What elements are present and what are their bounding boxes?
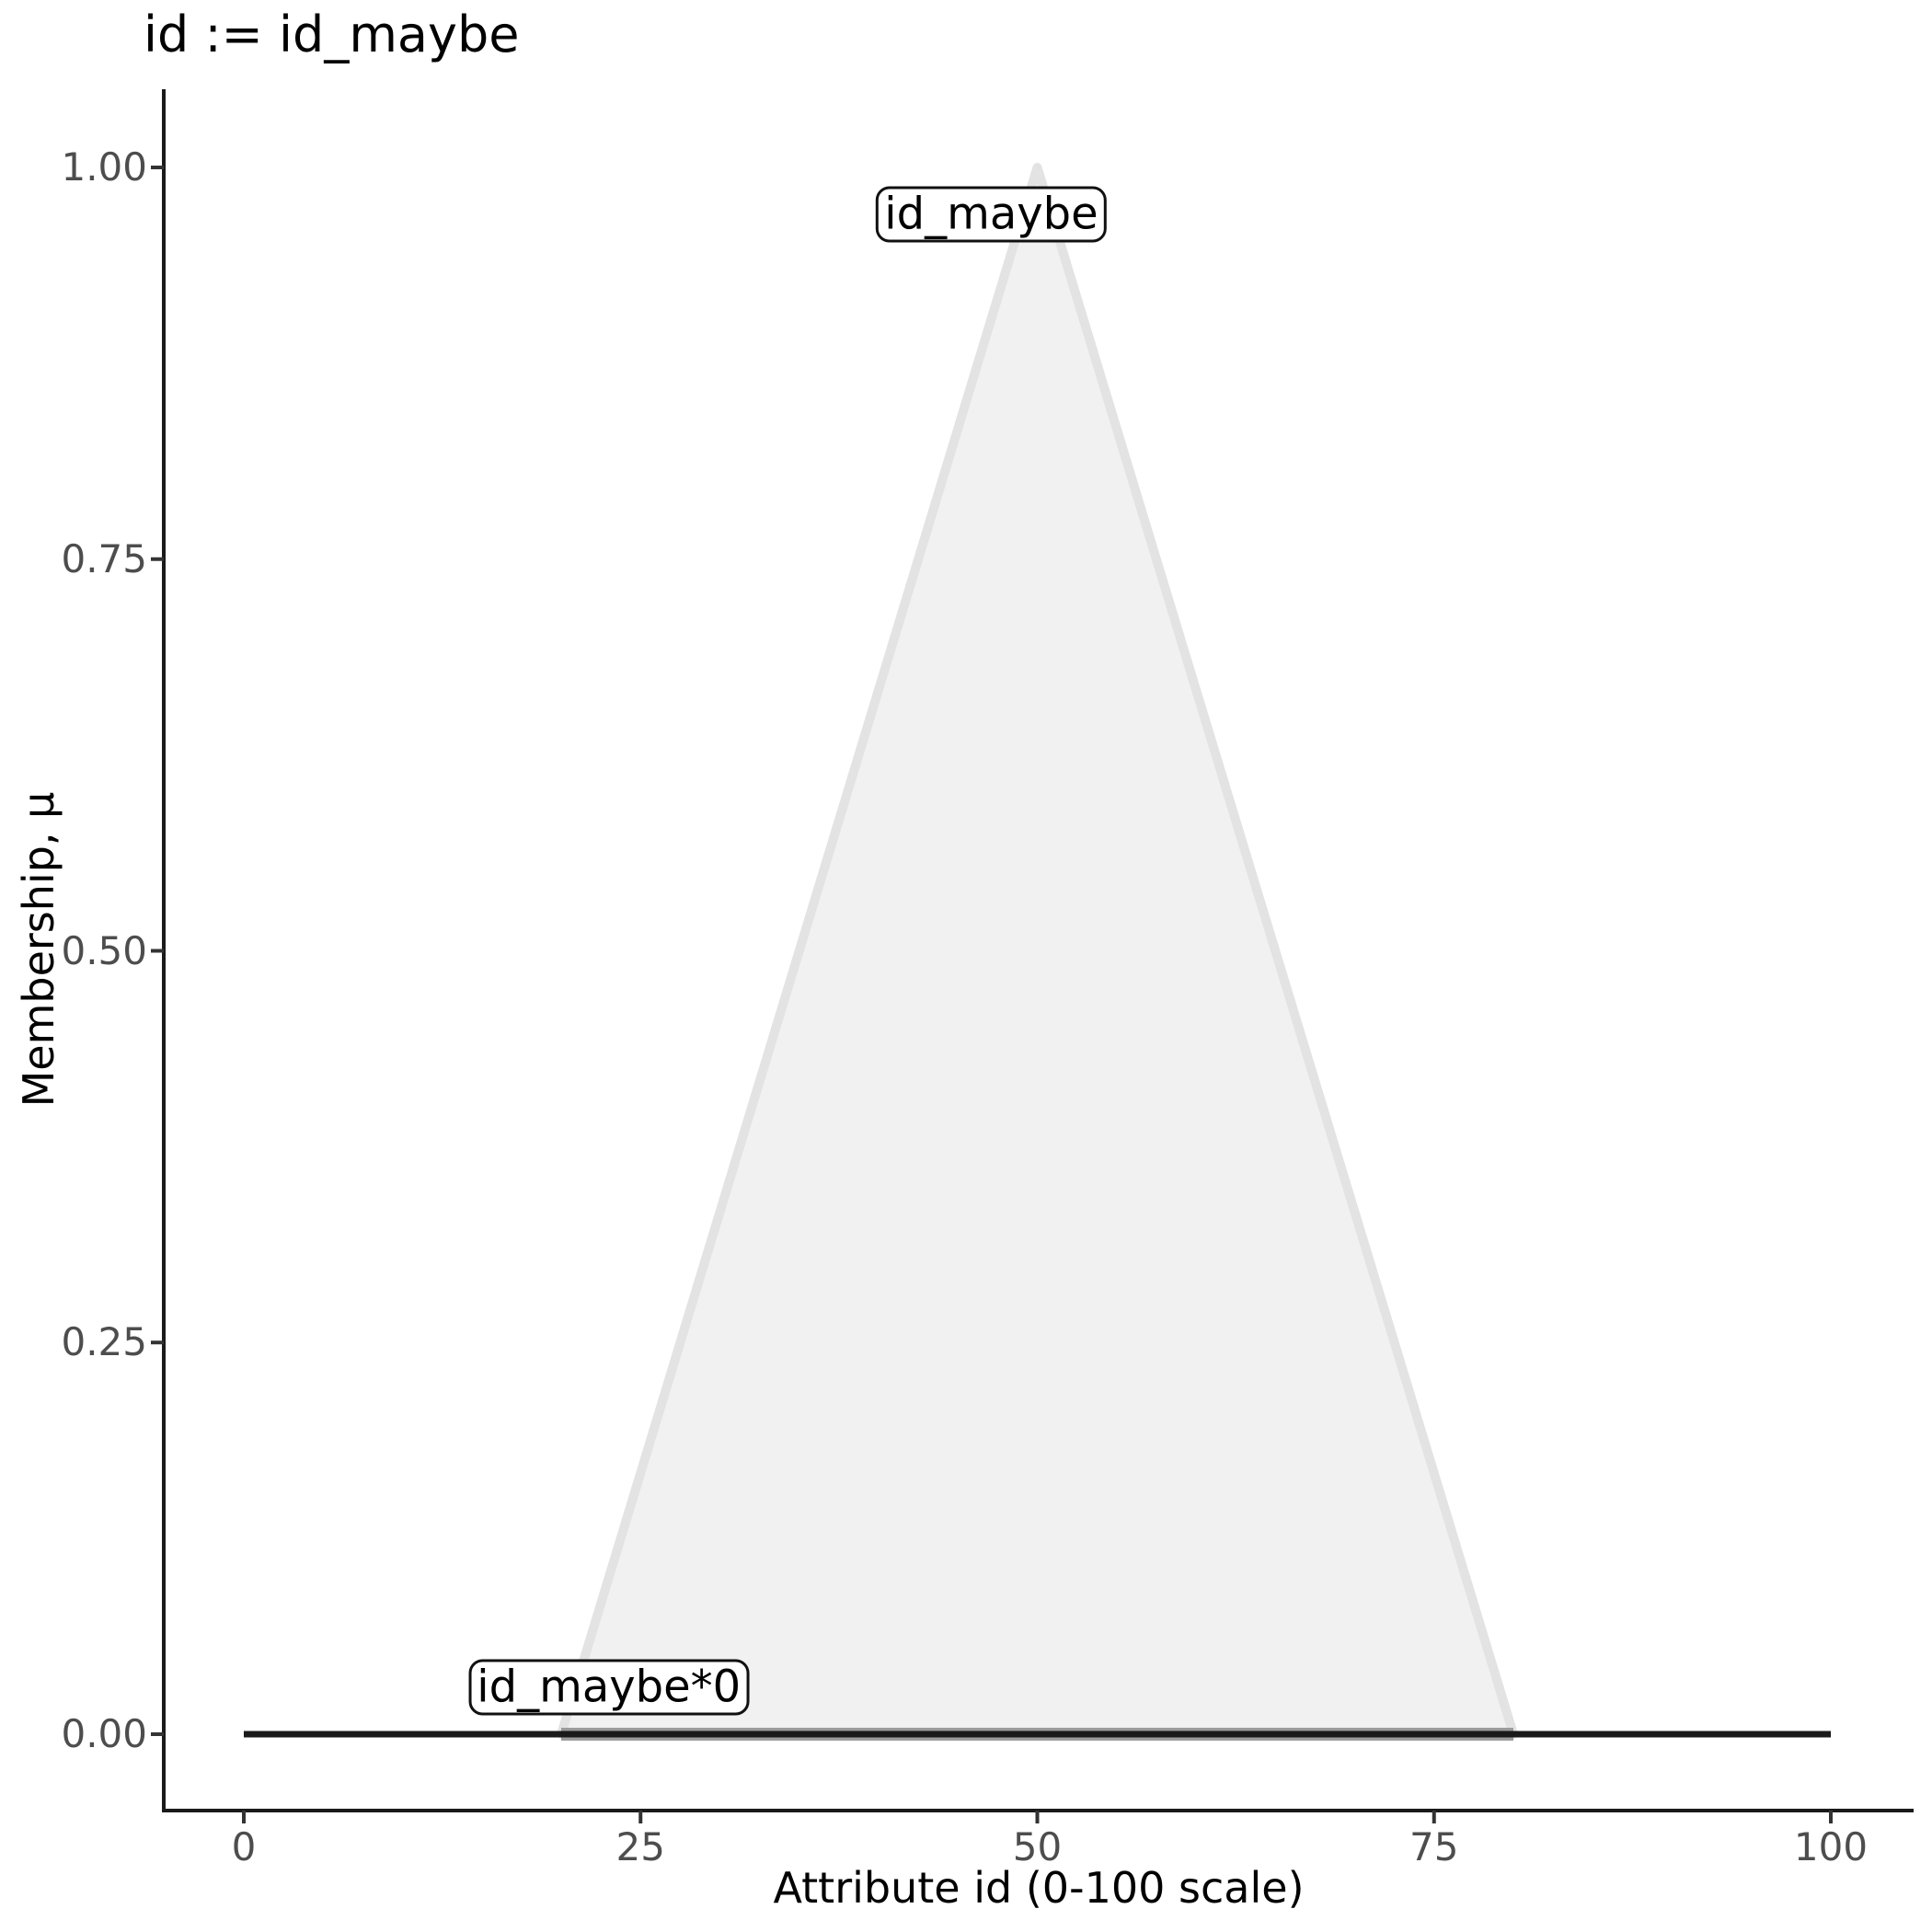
y-tick-label: 0.75 — [61, 535, 147, 581]
y-tick-label: 0.00 — [61, 1711, 147, 1756]
x-tick-label: 25 — [615, 1824, 665, 1869]
y-tick-label: 0.50 — [61, 927, 147, 973]
x-tick-label: 75 — [1409, 1824, 1459, 1869]
x-tick-label: 100 — [1793, 1824, 1869, 1869]
x-axis-title: Attribute id (0-100 scale) — [773, 1863, 1305, 1913]
annotation-label: id_maybe*0 — [468, 1659, 750, 1716]
y-tick-label: 0.25 — [61, 1319, 147, 1365]
y-tick-label: 1.00 — [61, 144, 147, 190]
x-tick-label: 0 — [231, 1824, 257, 1869]
series-layer — [244, 163, 1831, 1741]
chart-title: id := id_maybe — [144, 6, 520, 63]
x-tick-label: 50 — [1012, 1824, 1063, 1869]
annotation-label: id_maybe — [876, 186, 1107, 243]
series-id_maybe — [557, 163, 1518, 1739]
axes-layer — [151, 89, 1914, 1823]
